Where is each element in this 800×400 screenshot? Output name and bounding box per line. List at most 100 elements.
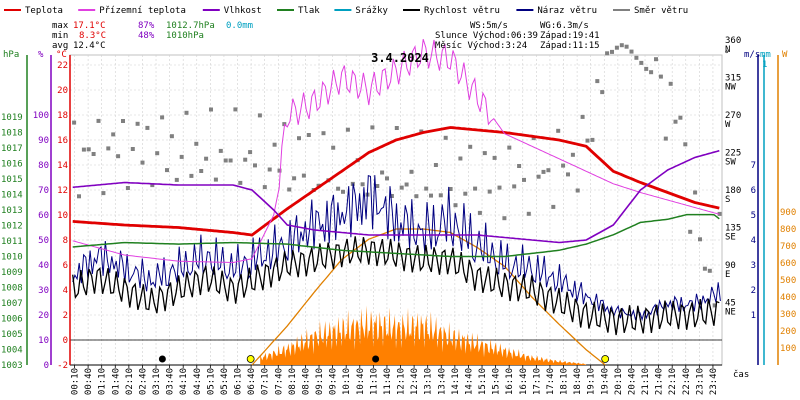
axis-degc-tick-label: 16 xyxy=(57,136,68,146)
axis-w-label: W xyxy=(782,50,788,60)
wind-dir-point xyxy=(668,81,673,86)
axis-hpa-tick-label: 1018 xyxy=(1,129,23,139)
x-tick-label: 01:10 xyxy=(98,368,108,395)
axis-hpa-tick-label: 1009 xyxy=(1,268,23,278)
wind-dir-point xyxy=(580,114,585,119)
axis-w-tick-label: 600 xyxy=(780,259,796,269)
wind-dir-point xyxy=(497,185,502,190)
wind-dir-point xyxy=(654,57,658,62)
wind-dir-point xyxy=(106,146,111,151)
axis-pct-tick-label: 30 xyxy=(38,286,49,296)
axis-degc-tick-label: -2 xyxy=(57,361,68,371)
wind-dir-point xyxy=(394,126,399,130)
x-tick-label: 20:40 xyxy=(627,368,637,395)
wind-dir-point xyxy=(570,152,575,157)
axis-pct-tick-label: 0 xyxy=(44,361,49,371)
wind-dir-point xyxy=(658,74,663,79)
axis-dir-label: SE xyxy=(725,233,736,243)
wind-dir-point xyxy=(419,129,424,134)
legend-entry: Tlak xyxy=(298,6,320,16)
stat-max-hum: 87% xyxy=(138,21,155,31)
axis-hpa-tick-label: 1012 xyxy=(1,222,23,232)
axis-dir-label: S xyxy=(725,195,730,205)
wind-dir-point xyxy=(424,186,429,191)
x-tick-label: 18:10 xyxy=(560,368,570,395)
legend-entry: Přízemní teplota xyxy=(99,6,186,16)
axis-hpa-tick-label: 1006 xyxy=(1,315,23,325)
x-tick-label: 06:40 xyxy=(247,368,257,395)
axis-hpa-tick-label: 1014 xyxy=(1,191,23,201)
x-tick-label: 07:40 xyxy=(274,368,284,395)
wind-dir-point xyxy=(448,187,453,191)
wind-dir-point xyxy=(150,183,155,188)
x-tick-label: 19:10 xyxy=(587,368,597,395)
axis-deg-label: ° xyxy=(724,50,729,60)
stat-max-label: max xyxy=(52,21,69,31)
legend-entry: Teplota xyxy=(25,6,63,16)
wind-dir-point xyxy=(116,154,121,159)
wind-dir-point xyxy=(605,51,610,56)
wind-dir-point xyxy=(301,173,306,178)
axis-dir-label: W xyxy=(725,120,731,130)
series-layer xyxy=(72,39,722,366)
axis-ms-tick-label: 2 xyxy=(751,286,756,296)
x-tick-label: 15:10 xyxy=(478,368,488,395)
axis-ms-tick-label: 3 xyxy=(751,261,756,271)
wind-dir-point xyxy=(507,145,512,150)
stat-max-rain: 0.0mm xyxy=(226,21,253,31)
wind-dir-point xyxy=(81,147,86,152)
wind-dir-point xyxy=(287,187,292,192)
wind-dir-point xyxy=(473,186,478,191)
axis-pct-tick-label: 100 xyxy=(33,111,49,121)
axis-degc-tick-label: 10 xyxy=(57,211,68,221)
wind-dir-point xyxy=(375,184,380,188)
wind-dir-point xyxy=(566,172,570,177)
wind-dir-point xyxy=(321,131,326,136)
wind-dir-point xyxy=(492,155,497,160)
axis-hpa-tick-label: 1005 xyxy=(1,330,23,340)
x-tick-label: 02:40 xyxy=(138,368,148,395)
wind-dir-point xyxy=(502,216,507,221)
axis-hpa-tick-label: 1019 xyxy=(1,113,23,123)
wind-dir-point xyxy=(629,49,634,54)
wind-dir-point xyxy=(140,160,145,165)
wind-dir-point xyxy=(517,164,522,168)
wind-dir-point xyxy=(130,147,135,151)
wind-dir-point xyxy=(380,170,385,175)
x-tick-label: 13:40 xyxy=(437,368,447,395)
axis-degc-tick-label: 0 xyxy=(63,336,68,346)
wind-dir-point xyxy=(72,120,77,125)
wind-dir-point xyxy=(243,157,248,162)
wind-dir-point xyxy=(409,169,414,174)
wind-dir-point xyxy=(277,168,282,173)
axis-mm-tick-label: 1 xyxy=(762,60,767,70)
axis-hpa-tick-label: 1015 xyxy=(1,175,23,185)
axis-degc-tick-label: 4 xyxy=(63,286,68,296)
wind-dir-point xyxy=(458,156,463,161)
axis-deg-tick-label: 135 xyxy=(725,224,741,234)
wind-dir-point xyxy=(345,127,350,132)
axis-dir-label: E xyxy=(725,270,730,280)
wind-dir-point xyxy=(199,169,204,173)
wind-dir-point xyxy=(125,186,130,190)
axis-hpa-tick-label: 1017 xyxy=(1,144,23,154)
wind-gust-line xyxy=(72,175,721,322)
astro-moon: Měsíc Východ:3:24 xyxy=(435,41,527,51)
x-tick-label: 07:10 xyxy=(261,368,271,395)
axis-hpa-tick-label: 1011 xyxy=(1,237,23,247)
wind-dir-point xyxy=(370,125,375,130)
solar-bars xyxy=(260,305,587,365)
wind-dir-point xyxy=(174,177,179,182)
wind-dir-point xyxy=(429,193,433,198)
x-tick-label: 04:40 xyxy=(193,368,203,395)
wind-dir-point xyxy=(541,169,546,174)
axis-hpa-tick-label: 1004 xyxy=(1,346,23,356)
axis-mm-label: mm xyxy=(760,50,771,60)
x-tick-label: 05:10 xyxy=(206,368,216,395)
wind-dir-point xyxy=(693,190,698,195)
x-tick-label: 23:40 xyxy=(709,368,719,395)
wind-dir-point xyxy=(96,118,101,123)
stat-min-press: 1010hPa xyxy=(166,31,204,41)
wind-dir-point xyxy=(111,132,116,137)
wind-dir-point xyxy=(546,168,551,173)
